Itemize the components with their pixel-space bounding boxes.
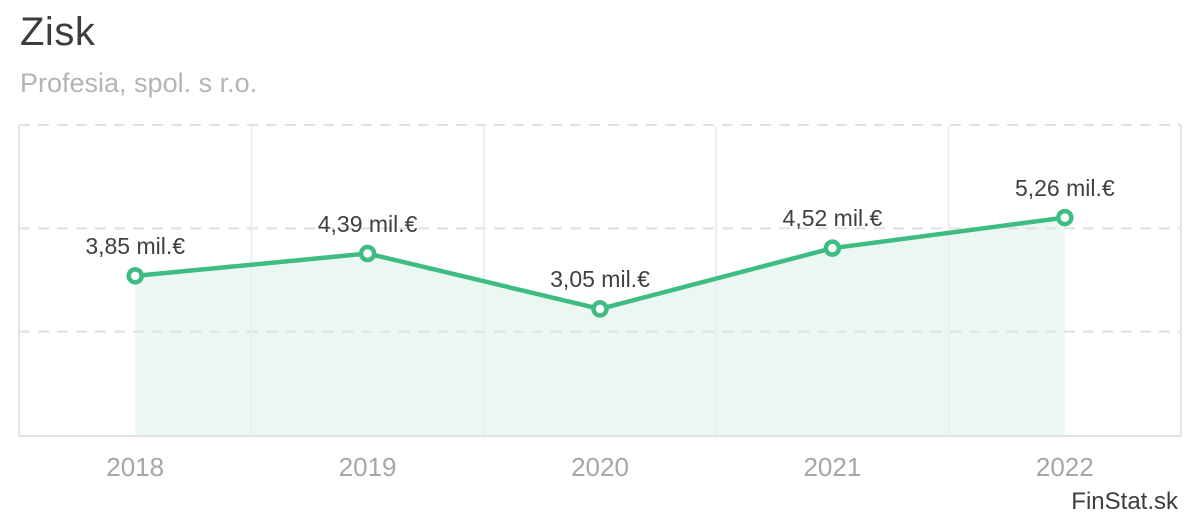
data-point-marker[interactable]: [823, 239, 842, 257]
point-value-label: 3,05 mil.€: [550, 265, 650, 292]
point-value-label: 4,39 mil.€: [317, 210, 418, 237]
data-point-marker[interactable]: [591, 300, 609, 318]
x-axis-label: 2022: [1035, 452, 1094, 482]
data-point-marker[interactable]: [1056, 208, 1074, 227]
data-point-marker[interactable]: [126, 267, 144, 285]
x-axis-label: 2018: [106, 452, 165, 482]
point-value-label: 3,85 mil.€: [85, 232, 186, 259]
area-fill: [135, 217, 1065, 435]
finstat-watermark: FinStat.sk: [1071, 488, 1178, 515]
x-axis-label: 2019: [338, 452, 397, 482]
point-value-label: 4,52 mil.€: [782, 205, 883, 232]
data-point-marker[interactable]: [358, 244, 377, 263]
chart-title: Zisk: [20, 10, 96, 54]
chart-subtitle: Profesia, spol. s r.o.: [20, 68, 258, 98]
x-axis-label: 2020: [571, 452, 629, 482]
point-value-label: 5,26 mil.€: [1014, 174, 1115, 201]
x-axis-label: 2021: [803, 452, 862, 482]
